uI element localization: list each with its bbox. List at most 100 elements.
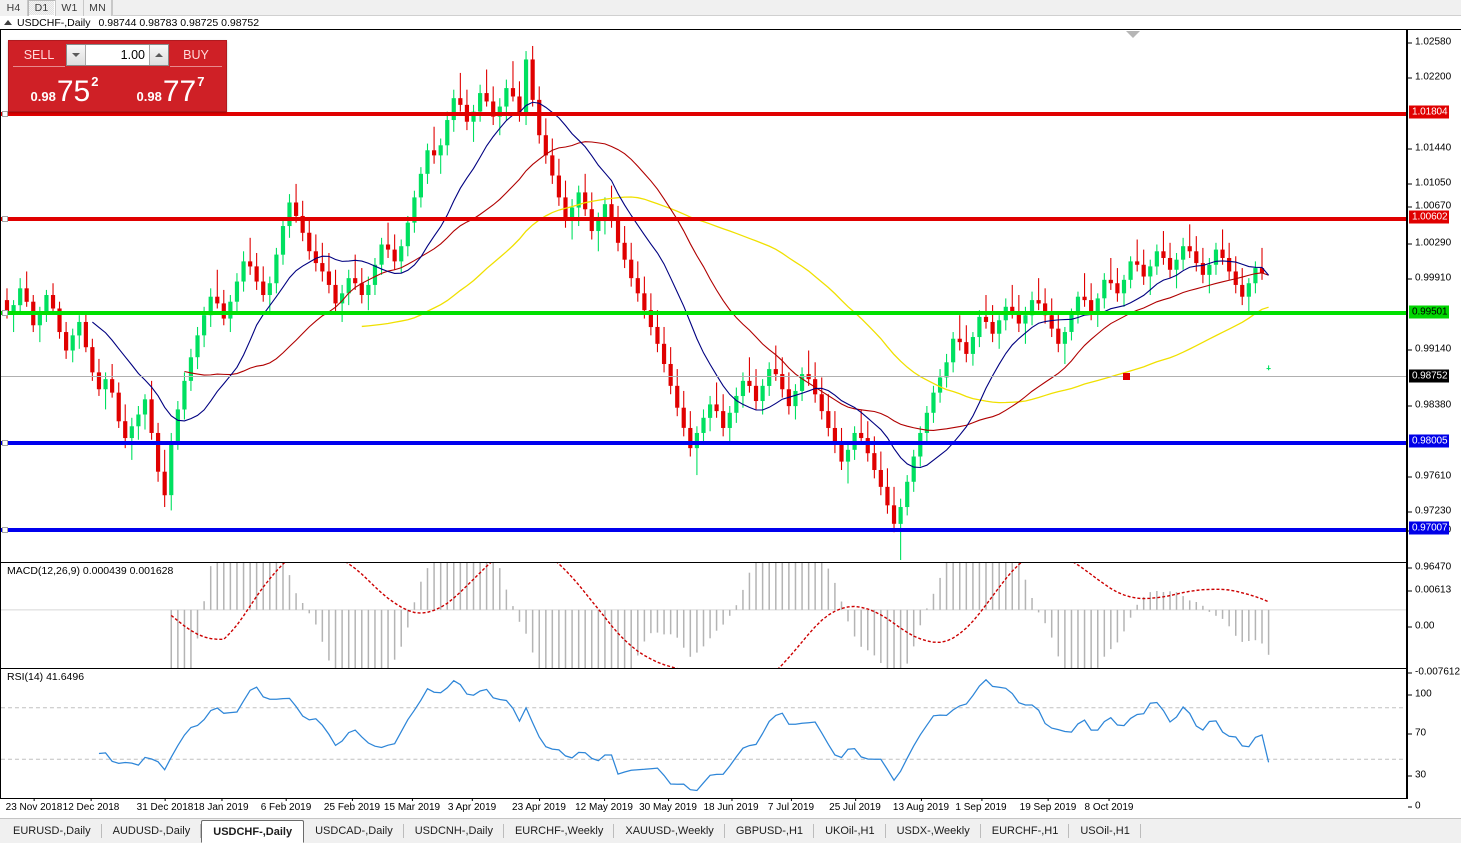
macd-plot-area[interactable]	[1, 563, 1406, 668]
buy-button[interactable]: 0.98 77 7	[119, 67, 222, 108]
chart-tab-bar[interactable]: EURUSD-,Daily AUDUSD-,Daily USDCHF-,Daily U…	[0, 818, 1461, 843]
volume-stepper[interactable]: 1.00	[66, 44, 169, 66]
price-axis[interactable]: 1.02580 1.02200 1.01440 1.01050 1.00670 1.002…	[1407, 30, 1461, 812]
macd-series	[1, 563, 1406, 668]
level-line-handle[interactable]	[2, 111, 8, 117]
collapse-triangle-icon[interactable]	[4, 20, 12, 25]
rsi-label: RSI(14) 41.6496	[5, 671, 87, 683]
toolbar-empty-area	[112, 0, 1461, 15]
chart-tab-usdcaddaily[interactable]: USDCAD-,Daily	[304, 819, 404, 843]
volume-decrease-button[interactable]	[67, 45, 86, 65]
chart-tab-usdchfdaily[interactable]: USDCHF-,Daily	[201, 820, 305, 843]
trade-panel-top-row: SELL 1.00 BUY	[9, 41, 226, 67]
level-line-handle[interactable]	[2, 310, 8, 316]
date-axis-tick: 25 Jul 2019	[829, 798, 881, 813]
bid-price-marker	[1123, 373, 1130, 380]
chevron-down-icon	[72, 53, 80, 57]
date-axis-tick: 7 Jul 2019	[767, 798, 815, 813]
date-axis-tick: 1 Sep 2019	[955, 798, 1007, 813]
price-axis-tick: 0.97610	[1408, 471, 1451, 482]
date-axis-tick: 23 Apr 2019	[512, 798, 566, 813]
price-axis-tick: 1.02200	[1408, 72, 1451, 83]
volume-increase-button[interactable]	[149, 45, 168, 65]
price-axis-tick: 0.96470	[1408, 562, 1451, 573]
price-axis-tick: 0.99140	[1408, 344, 1451, 355]
price-axis-tick: 0.97230	[1408, 506, 1451, 517]
buy-label[interactable]: BUY	[170, 44, 222, 67]
buy-price-fraction: 7	[197, 74, 205, 89]
sell-price-fraction: 2	[91, 74, 99, 89]
horizontal-level-line-1.01804[interactable]	[1, 111, 1406, 117]
indicator-axis-tick: 100	[1408, 689, 1432, 700]
horizontal-level-line-0.98005[interactable]	[1, 440, 1406, 446]
date-axis-tick: 12 May 2019	[575, 798, 633, 813]
date-axis-tick: 31 Dec 2018	[136, 798, 194, 813]
chart-ohlc-values: 0.98744 0.98783 0.98725 0.98752	[98, 16, 260, 29]
chevron-up-icon	[155, 53, 163, 57]
rsi-pane[interactable]: RSI(14) 41.6496	[0, 668, 1407, 799]
sell-price-main: 75	[56, 75, 91, 108]
horizontal-level-line-0.97007[interactable]	[1, 527, 1406, 533]
volume-input[interactable]: 1.00	[86, 45, 149, 65]
price-axis-tick: 0.99910	[1408, 273, 1451, 284]
price-axis-tick: 1.00290	[1408, 238, 1451, 249]
indicator-axis-tick: -0.007612	[1408, 667, 1460, 678]
horizontal-level-line-1.00602[interactable]	[1, 216, 1406, 222]
price-axis-tick: 1.01050	[1408, 178, 1451, 189]
chart-tab-xauusdweekly[interactable]: XAUUSD-,Weekly	[614, 819, 726, 843]
timeframe-button-h4[interactable]: H4	[0, 0, 28, 16]
rsi-series	[1, 678, 1406, 792]
indicator-axis-tick: 70	[1408, 728, 1426, 739]
sell-label[interactable]: SELL	[13, 44, 65, 67]
chart-tab-ukoilh1[interactable]: UKOil-,H1	[814, 819, 886, 843]
chart-tab-eurchfweekly[interactable]: EURCHF-,Weekly	[504, 819, 615, 843]
current-price-line	[1, 376, 1406, 377]
date-axis-tick: 30 May 2019	[639, 798, 697, 813]
date-axis-tick: 25 Feb 2019	[323, 798, 381, 813]
indicator-axis-tick: 0.00	[1408, 621, 1434, 632]
price-axis-badge-black[interactable]: 0.98752	[1409, 369, 1450, 383]
price-axis-badge-blue[interactable]: 0.97007	[1409, 521, 1450, 535]
indicator-axis-tick: 0	[1408, 801, 1421, 812]
chart-tab-usdcnhdaily[interactable]: USDCNH-,Daily	[404, 819, 505, 843]
price-pane[interactable]	[0, 30, 1407, 577]
price-axis-tick: 0.98380	[1408, 400, 1451, 411]
sell-button[interactable]: 0.98 75 2	[13, 67, 116, 108]
indicator-axis-tick: 0.00613	[1408, 585, 1451, 596]
scroll-position-marker-icon[interactable]	[1126, 31, 1140, 38]
chart-symbol-label: USDCHF-,Daily	[17, 16, 91, 29]
date-axis-tick: 18 Jun 2019	[703, 798, 759, 813]
price-plot-area[interactable]	[1, 30, 1406, 576]
price-axis-tick: 1.01440	[1408, 143, 1451, 154]
candlestick-series	[4, 45, 1271, 561]
indicator-axis-tick: 30	[1408, 770, 1426, 781]
price-axis-badge-green[interactable]: 0.99501	[1409, 305, 1450, 319]
date-axis-tick: 6 Feb 2019	[260, 798, 312, 813]
chart-tab-usdxweekly[interactable]: USDX-,Weekly	[886, 819, 981, 843]
price-axis-badge-red[interactable]: 1.00602	[1409, 210, 1450, 224]
chart-tab-audusddaily[interactable]: AUDUSD-,Daily	[102, 819, 202, 843]
horizontal-level-line-0.99501[interactable]	[1, 310, 1406, 316]
level-line-handle[interactable]	[2, 527, 8, 533]
macd-pane[interactable]: MACD(12,26,9) 0.000439 0.001628	[0, 562, 1407, 669]
chart-tab-eurchfh1[interactable]: EURCHF-,H1	[981, 819, 1070, 843]
chart-tab-eurusddaily[interactable]: EURUSD-,Daily	[2, 819, 102, 843]
timeframe-button-d1[interactable]: D1	[28, 0, 56, 16]
chart-tab-usoilh1[interactable]: USOil-,H1	[1069, 819, 1141, 843]
date-axis-tick: 3 Apr 2019	[447, 798, 497, 813]
level-line-handle[interactable]	[2, 216, 8, 222]
date-axis-tick: 19 Sep 2019	[1019, 798, 1077, 813]
buy-price-prefix: 0.98	[136, 89, 162, 104]
price-axis-tick: 1.00670	[1408, 201, 1451, 212]
date-axis[interactable]: 23 Nov 2018 12 Dec 2018 31 Dec 2018 18 Jan …	[0, 798, 1407, 818]
timeframe-button-mn[interactable]: MN	[84, 0, 112, 16]
buy-price-main: 77	[162, 75, 197, 108]
price-axis-badge-blue[interactable]: 0.98005	[1409, 434, 1450, 448]
level-line-handle[interactable]	[2, 440, 8, 446]
chart-tab-gbpusdh1[interactable]: GBPUSD-,H1	[725, 819, 815, 843]
rsi-plot-area[interactable]	[1, 669, 1406, 798]
sell-price-prefix: 0.98	[30, 89, 56, 104]
price-axis-badge-red[interactable]: 1.01804	[1409, 105, 1450, 119]
timeframe-button-w1[interactable]: W1	[56, 0, 84, 16]
one-click-trading-panel[interactable]: SELL 1.00 BUY 0.98 75 2 0.98 77 7	[8, 40, 227, 112]
